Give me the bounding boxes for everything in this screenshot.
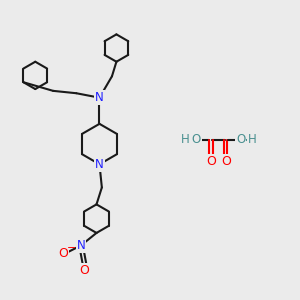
Text: O: O bbox=[58, 247, 68, 260]
Text: −: − bbox=[67, 243, 76, 254]
Text: N: N bbox=[95, 158, 104, 171]
Text: H: H bbox=[180, 133, 189, 146]
Text: N: N bbox=[95, 91, 104, 104]
Text: O: O bbox=[221, 155, 231, 168]
Text: O: O bbox=[80, 264, 89, 277]
Text: N: N bbox=[77, 239, 85, 252]
Text: O: O bbox=[206, 155, 216, 168]
Text: O: O bbox=[191, 133, 201, 146]
Text: O: O bbox=[236, 133, 245, 146]
Text: H: H bbox=[248, 133, 256, 146]
